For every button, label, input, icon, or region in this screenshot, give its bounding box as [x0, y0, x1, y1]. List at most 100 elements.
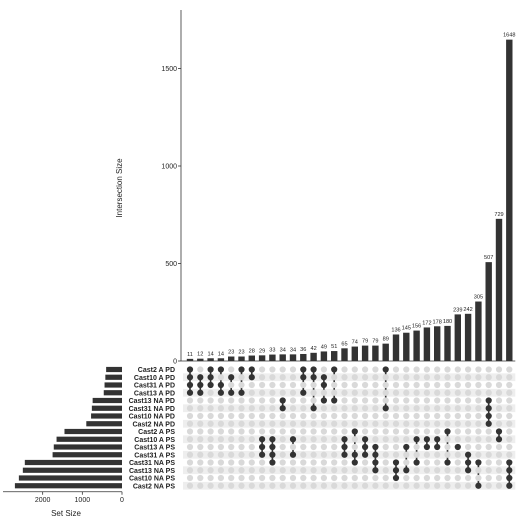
- matrix-dot-inactive: [238, 443, 245, 451]
- matrix-dot-active: [454, 443, 461, 451]
- set-size-bar: [14, 483, 122, 489]
- matrix-dot-active: [351, 459, 358, 466]
- matrix-dot-active: [300, 366, 307, 373]
- matrix-dot-inactive: [454, 412, 461, 420]
- matrix-dot-inactive: [392, 381, 400, 389]
- matrix-dot-inactive: [454, 474, 461, 482]
- matrix-dot-inactive: [392, 374, 400, 381]
- matrix-dot-inactive: [279, 459, 286, 466]
- matrix-dot-inactive: [259, 405, 266, 412]
- matrix-dot-inactive: [485, 436, 492, 443]
- matrix-dot-inactive: [248, 397, 255, 404]
- matrix-dot-active: [434, 436, 441, 443]
- matrix-dot-inactive: [465, 420, 472, 427]
- intersection-bar: [197, 358, 204, 361]
- matrix-dot-inactive: [403, 420, 410, 427]
- matrix-dot-inactive: [269, 397, 276, 404]
- set-size-bar: [24, 459, 122, 466]
- matrix-dot-inactive: [197, 482, 204, 489]
- matrix-dot-inactive: [300, 436, 307, 443]
- matrix-dot-active: [186, 381, 194, 389]
- matrix-dot-active: [320, 381, 327, 389]
- matrix-dot-inactive: [269, 366, 276, 373]
- matrix-dot-inactive: [248, 467, 255, 474]
- matrix-dot-inactive: [423, 482, 430, 489]
- set-name-label: Cast13 A PS: [134, 445, 175, 452]
- set-size-bar: [91, 413, 122, 419]
- matrix-dot-inactive: [331, 381, 338, 389]
- matrix-dot-inactive: [495, 374, 503, 381]
- matrix-dot-inactive: [434, 405, 441, 412]
- matrix-dot-inactive: [269, 467, 276, 474]
- matrix-dot-active: [506, 467, 513, 474]
- matrix-dot-inactive: [351, 366, 358, 373]
- matrix-dot-inactive: [506, 374, 513, 381]
- matrix-dot-inactive: [434, 474, 441, 482]
- matrix-dot-inactive: [248, 474, 255, 482]
- matrix-dot-inactive: [341, 366, 348, 373]
- matrix-dot-inactive: [444, 374, 451, 381]
- matrix-dot-active: [238, 366, 245, 373]
- matrix-dot-inactive: [362, 428, 369, 435]
- matrix-dot-inactive: [372, 405, 379, 412]
- matrix-dot-inactive: [186, 436, 194, 443]
- matrix-dot-inactive: [248, 428, 255, 435]
- matrix-dot-inactive: [217, 474, 224, 482]
- bar-value-label: 34: [280, 347, 286, 353]
- set-size-bar: [64, 428, 122, 435]
- matrix-dot-active: [341, 451, 348, 458]
- matrix-dot-inactive: [197, 366, 204, 373]
- intersection-bar: [207, 358, 214, 361]
- matrix-dot-inactive: [228, 405, 235, 412]
- bar-value-label: 23: [238, 350, 244, 356]
- matrix-dot-inactive: [310, 381, 317, 389]
- set-name-label: Cast13 NA PD: [129, 398, 175, 405]
- matrix-dot-active: [434, 443, 441, 451]
- matrix-dot-active: [269, 443, 276, 451]
- matrix-dot-inactive: [506, 428, 513, 435]
- matrix-dot-inactive: [228, 381, 235, 389]
- matrix-dot-inactive: [279, 436, 286, 443]
- matrix-dot-inactive: [495, 381, 503, 389]
- matrix-dot-inactive: [413, 467, 420, 474]
- matrix-dot-inactive: [320, 428, 327, 435]
- matrix-dot-inactive: [506, 366, 513, 373]
- matrix-dot-active: [372, 443, 379, 451]
- matrix-dot-inactive: [506, 436, 513, 443]
- matrix-dot-inactive: [289, 459, 297, 466]
- matrix-dot-inactive: [289, 420, 297, 427]
- matrix-dot-inactive: [423, 474, 430, 482]
- matrix-dot-active: [465, 459, 472, 466]
- matrix-dot-inactive: [228, 451, 235, 458]
- matrix-dot-inactive: [465, 389, 472, 396]
- matrix-dot-inactive: [310, 420, 317, 427]
- matrix-dot-inactive: [238, 405, 245, 412]
- intersection-bar: [320, 351, 328, 361]
- matrix-dot-inactive: [382, 436, 389, 443]
- matrix-dot-inactive: [444, 389, 451, 396]
- matrix-dot-inactive: [495, 474, 503, 482]
- matrix-dot-active: [506, 482, 513, 489]
- matrix-dot-inactive: [248, 451, 255, 458]
- matrix-dot-inactive: [392, 405, 400, 412]
- matrix-dot-inactive: [382, 451, 389, 458]
- matrix-dot-active: [475, 482, 482, 489]
- matrix-dot-inactive: [289, 374, 297, 381]
- intersection-bars: 11 12 14 14 23 23 28 29 33 34 34 36 42 49 51 65 74 79 79 89…: [186, 33, 516, 361]
- matrix-dot-inactive: [351, 436, 358, 443]
- matrix-dot-inactive: [372, 412, 379, 420]
- matrix-dot-inactive: [485, 451, 492, 458]
- matrix-dot-inactive: [207, 420, 214, 427]
- matrix-dot-inactive: [331, 482, 338, 489]
- intersection-bar: [269, 354, 276, 361]
- matrix-dot-inactive: [351, 467, 358, 474]
- bar-value-label: 89: [383, 337, 389, 343]
- matrix-dot-inactive: [228, 474, 235, 482]
- intersection-bar: [238, 356, 245, 361]
- matrix-dot-inactive: [207, 474, 214, 482]
- matrix-dot-inactive: [320, 420, 327, 427]
- matrix-dot-active: [259, 443, 266, 451]
- matrix-dot-active: [392, 467, 400, 474]
- matrix-dot-inactive: [444, 397, 451, 404]
- matrix-dot-inactive: [217, 451, 224, 458]
